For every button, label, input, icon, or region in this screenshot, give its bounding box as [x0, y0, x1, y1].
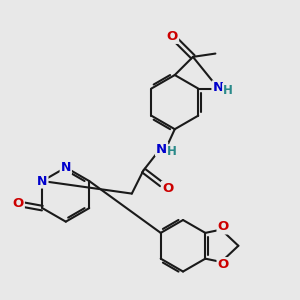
Text: O: O [218, 258, 229, 271]
Text: N: N [37, 175, 47, 188]
Text: O: O [13, 197, 24, 210]
Text: H: H [167, 145, 177, 158]
Text: O: O [162, 182, 173, 195]
Text: N: N [156, 142, 167, 155]
Text: O: O [218, 220, 229, 233]
Text: N: N [212, 81, 224, 94]
Text: O: O [167, 30, 178, 43]
Text: N: N [61, 161, 71, 174]
Text: H: H [223, 84, 233, 97]
